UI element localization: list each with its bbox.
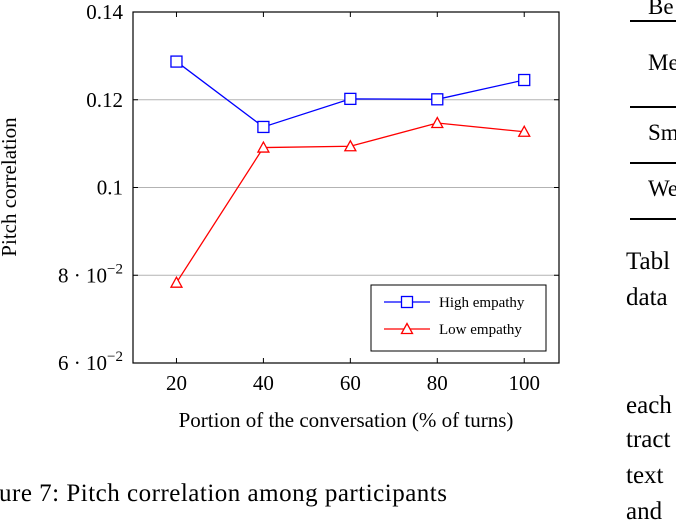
legend-box — [370, 284, 547, 352]
legend-entry: High empathy — [384, 295, 525, 311]
x-tick-label: 100 — [508, 371, 540, 395]
series-low-empathy — [169, 116, 531, 288]
right-column-cutoff: Be Me Sm We Tabl data each tract text an… — [626, 0, 676, 523]
body-text-line-3: text — [626, 462, 664, 489]
y-axis-ticks: 6 · 10−28 · 10−20.10.120.14 — [58, 0, 559, 375]
legend-entry: Low empathy — [384, 322, 522, 338]
series-high-empathy — [170, 55, 531, 134]
y-tick-label: 0.12 — [86, 88, 123, 112]
data-point-square — [257, 120, 270, 134]
y-tick-label-exponent: −2 — [107, 349, 123, 365]
table-row-3: Sm — [648, 120, 676, 145]
series-layer — [169, 55, 531, 288]
y-axis-title: Pitch correlation — [0, 117, 21, 257]
data-point-triangle — [430, 116, 444, 129]
data-point-triangle — [343, 139, 357, 152]
x-axis-ticks: 20 40 60 80 100 — [166, 12, 540, 395]
table-rule — [630, 218, 676, 220]
table-row-1: Be — [648, 0, 674, 19]
data-point-square — [344, 92, 357, 106]
legend-label: Low empathy — [439, 322, 522, 338]
body-text-line-2: tract — [626, 426, 671, 453]
table-rule — [630, 162, 676, 164]
data-point-triangle — [517, 124, 531, 137]
y-tick-label-base: 6 · 10 — [58, 351, 107, 375]
legend-label: High empathy — [439, 295, 525, 311]
figure-caption: gure 7: Pitch correlation among particip… — [0, 480, 606, 508]
y-tick-label: 6 · 10−2 — [58, 349, 123, 375]
y-tick-label-base: 0.1 — [97, 176, 123, 200]
body-text-line-1: each — [626, 392, 672, 419]
legend: High empathy Low empathy — [370, 284, 547, 352]
table-row-4: We — [648, 176, 676, 201]
legend-entries: High empathy Low empathy — [384, 295, 525, 338]
body-text-line-4: and — [626, 498, 663, 523]
y-tick-label: 0.1 — [97, 176, 123, 200]
table-caption-line-1: Tabl — [626, 248, 671, 275]
x-axis-title: Portion of the conversation (% of turns) — [179, 408, 514, 432]
y-tick-label: 0.14 — [86, 0, 123, 24]
caption-text: Pitch correlation among participants — [66, 480, 448, 507]
x-tick-label: 20 — [166, 371, 187, 395]
data-point-triangle — [169, 275, 184, 288]
x-tick-label: 60 — [340, 371, 361, 395]
y-tick-label-base: 0.14 — [86, 0, 123, 24]
grid-lines — [133, 99, 559, 276]
x-tick-label: 80 — [427, 371, 448, 395]
y-tick-label-base: 8 · 10 — [58, 263, 107, 287]
table-row-2: Me — [648, 50, 676, 75]
table-rule — [630, 20, 676, 22]
data-point-square — [518, 73, 531, 87]
table-rule — [630, 106, 676, 108]
data-point-triangle — [256, 140, 271, 153]
data-point-square — [431, 93, 444, 106]
data-point-square — [170, 55, 183, 68]
data-point-square — [400, 295, 414, 309]
data-point-triangle — [400, 322, 414, 335]
y-tick-label-base: 0.12 — [86, 88, 123, 112]
x-tick-label: 40 — [253, 371, 274, 395]
figure-label: gure 7: — [0, 480, 60, 507]
y-tick-label: 8 · 10−2 — [58, 261, 123, 287]
y-tick-label-exponent: −2 — [107, 261, 123, 277]
table-caption-line-2: data — [626, 284, 668, 311]
